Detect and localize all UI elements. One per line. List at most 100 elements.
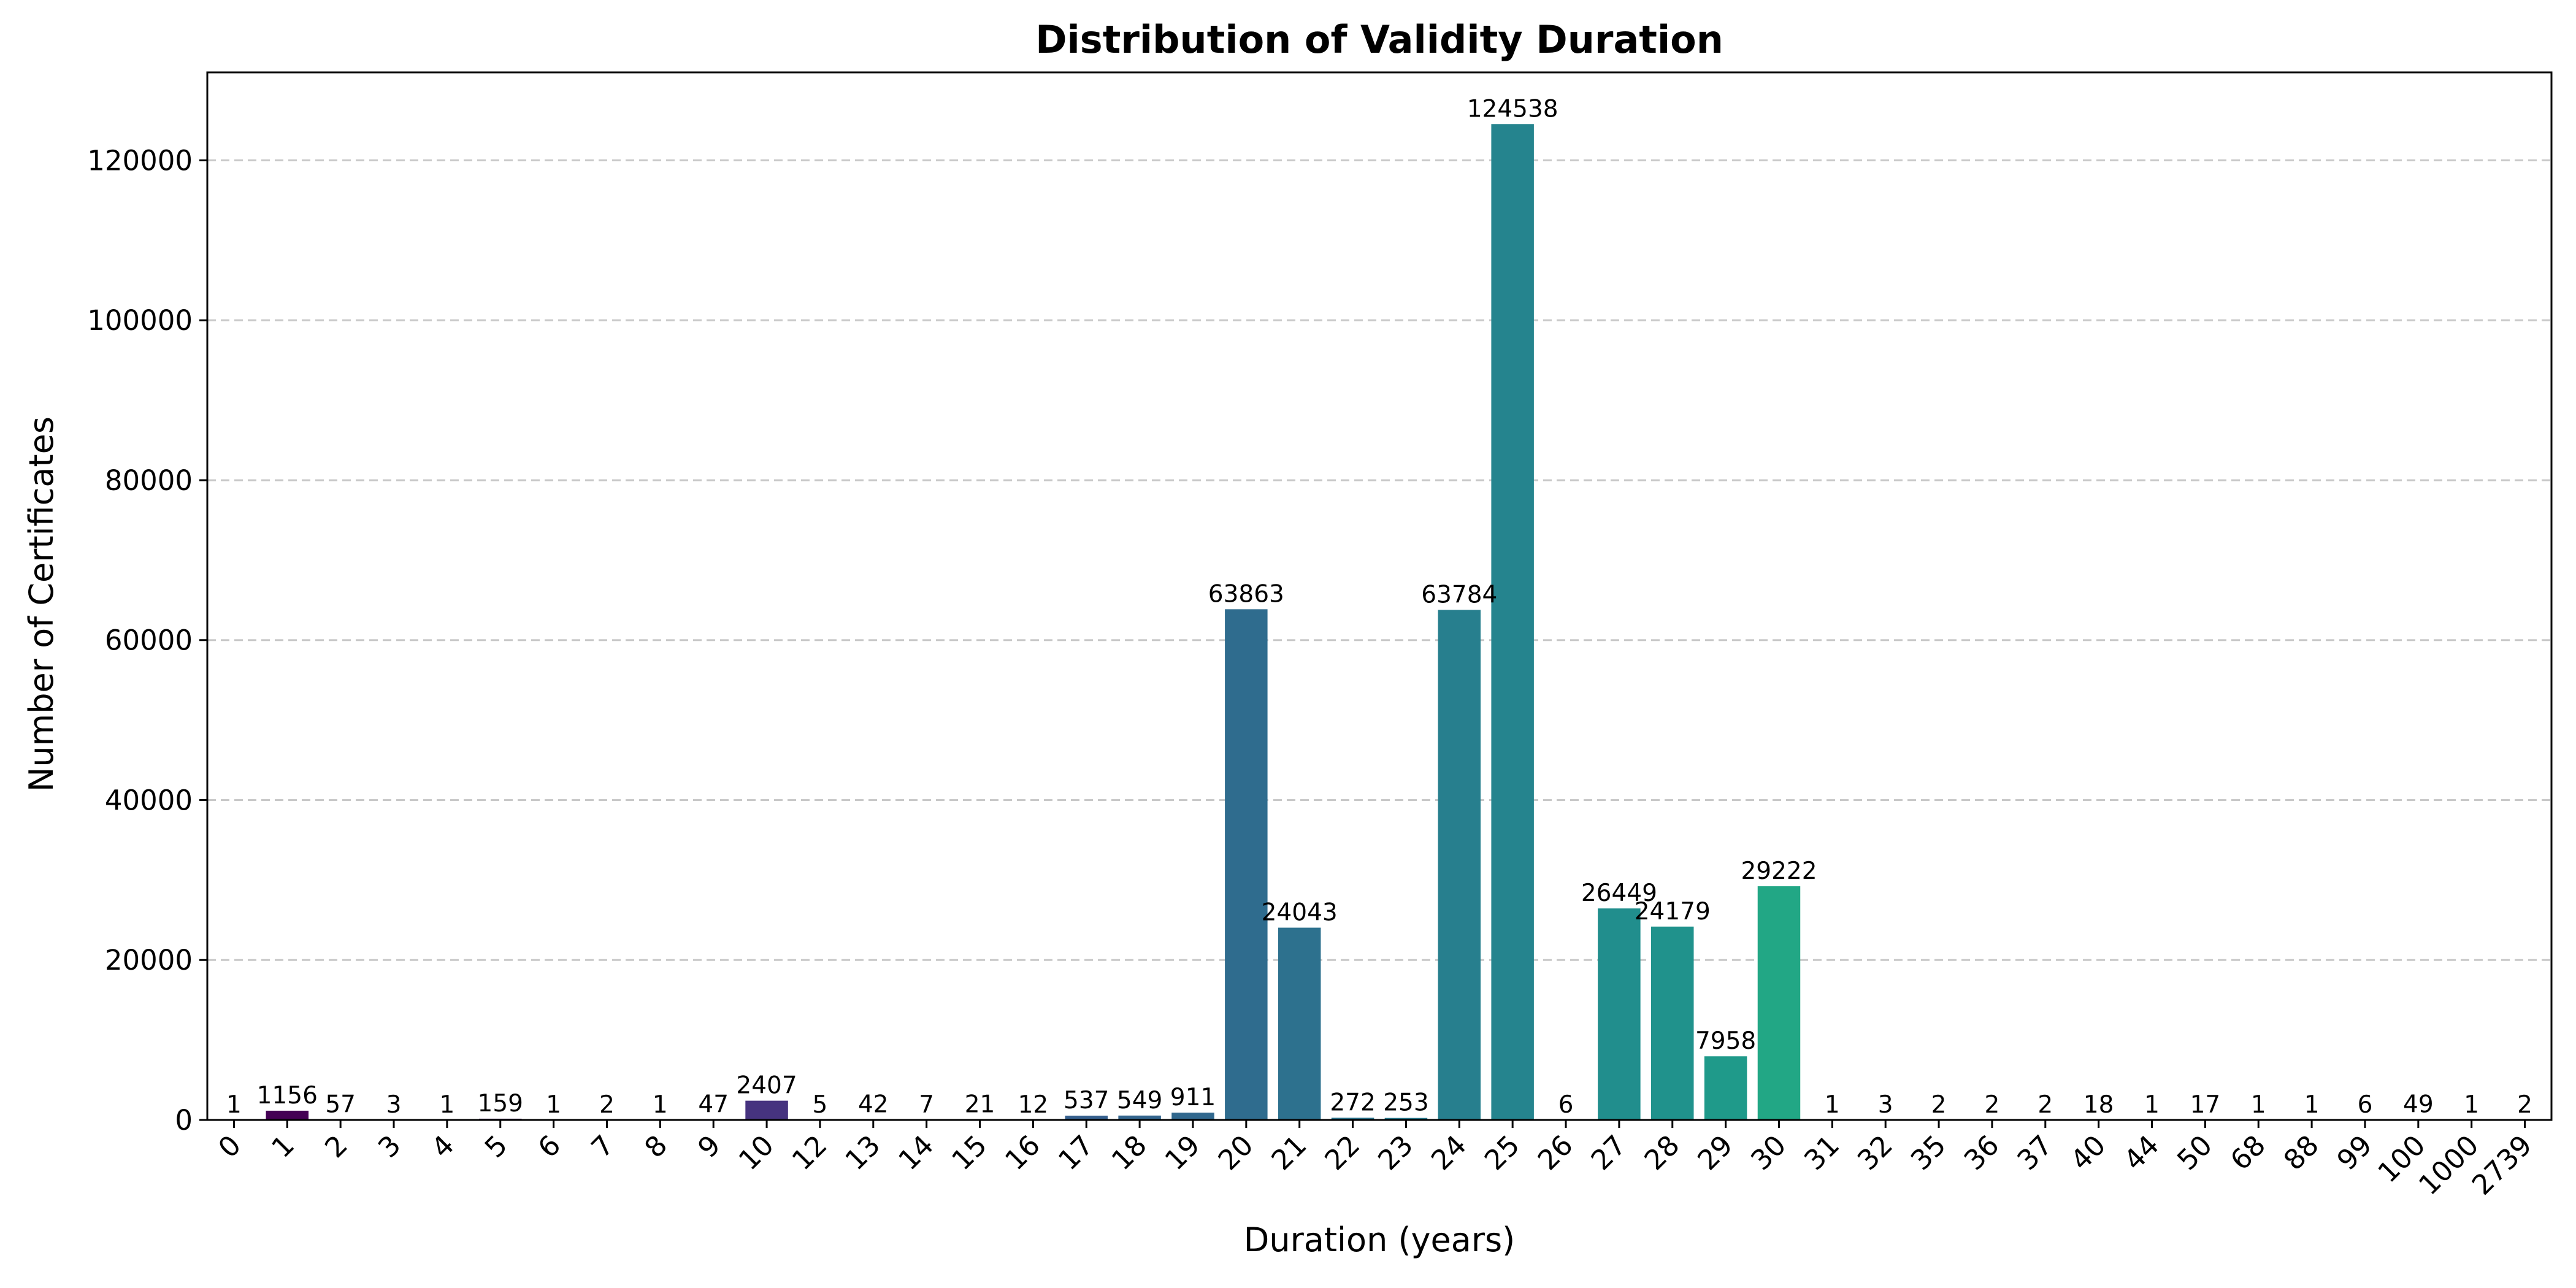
bar <box>1438 610 1481 1120</box>
data-label: 7958 <box>1695 1027 1756 1055</box>
data-label: 549 <box>1117 1087 1162 1114</box>
data-label: 1 <box>653 1091 668 1119</box>
data-label: 18 <box>2083 1091 2114 1119</box>
x-tick-label: 28 <box>1638 1129 1686 1176</box>
data-label: 159 <box>478 1090 523 1117</box>
y-gridlines <box>207 159 2551 961</box>
x-tick-label: 30 <box>1744 1129 1792 1176</box>
data-label: 1 <box>2304 1091 2320 1119</box>
y-axis-label: Number of Certificates <box>22 416 61 792</box>
x-tick-label: 21 <box>1265 1129 1313 1176</box>
x-tick-label: 2739 <box>2466 1129 2538 1201</box>
x-tick-label: 20 <box>1212 1129 1260 1176</box>
bar <box>1065 1115 1108 1120</box>
data-label: 1 <box>2251 1091 2266 1119</box>
x-tick-label: 22 <box>1318 1129 1366 1176</box>
x-tick-label: 25 <box>1478 1129 1526 1176</box>
data-label: 63784 <box>1421 581 1497 608</box>
x-tick-label: 16 <box>999 1129 1046 1176</box>
x-tick-label: 15 <box>945 1129 993 1176</box>
x-tick-label: 68 <box>2224 1129 2272 1176</box>
data-label: 24179 <box>1635 898 1711 926</box>
data-label: 1 <box>546 1091 561 1119</box>
data-label: 49 <box>2403 1091 2434 1118</box>
x-tick-label: 5 <box>478 1129 514 1164</box>
bar <box>1491 124 1534 1120</box>
bar <box>745 1100 788 1120</box>
bar <box>1651 926 1694 1120</box>
data-label: 1 <box>1825 1091 1840 1119</box>
x-tick-label: 12 <box>786 1129 834 1176</box>
data-label: 124538 <box>1467 95 1558 123</box>
bar <box>1225 609 1268 1120</box>
x-tick-label: 50 <box>2171 1129 2218 1176</box>
x-tick-label: 31 <box>1798 1129 1846 1176</box>
x-tick-label: 26 <box>1531 1129 1579 1176</box>
data-label: 2 <box>2037 1091 2053 1119</box>
x-tick-label: 18 <box>1105 1129 1153 1176</box>
data-label: 5 <box>813 1091 828 1119</box>
y-tick-label: 100000 <box>87 304 193 337</box>
x-tick-label: 6 <box>532 1129 567 1164</box>
x-tick-label: 23 <box>1371 1129 1419 1176</box>
x-tick-label: 14 <box>892 1129 940 1176</box>
data-label: 911 <box>1170 1084 1216 1111</box>
y-tick-label: 20000 <box>105 944 193 976</box>
data-label: 57 <box>325 1091 356 1118</box>
x-tick-label: 19 <box>1159 1129 1206 1176</box>
bar <box>266 1110 309 1120</box>
y-tick-label: 60000 <box>105 624 193 657</box>
data-label: 26449 <box>1581 880 1657 907</box>
x-tick-label: 1 <box>265 1129 301 1164</box>
data-label: 3 <box>1878 1091 1893 1119</box>
x-tick-label: 17 <box>1052 1129 1100 1176</box>
y-tick-label: 80000 <box>105 464 193 497</box>
data-label: 6 <box>2358 1091 2373 1119</box>
bar <box>1757 886 1801 1120</box>
x-tick-label: 24 <box>1425 1129 1473 1176</box>
bar <box>1171 1113 1214 1120</box>
x-tick-label: 35 <box>1904 1129 1952 1176</box>
x-axis-label: Duration (years) <box>1244 1221 1515 1259</box>
x-tick-label: 99 <box>2331 1129 2379 1176</box>
chart-title: Distribution of Validity Duration <box>1035 17 1723 62</box>
x-tick-label: 4 <box>425 1129 461 1164</box>
bar <box>1384 1117 1428 1120</box>
x-tick-label: 0 <box>212 1129 247 1164</box>
data-label: 47 <box>698 1091 729 1118</box>
bar <box>1331 1117 1374 1120</box>
x-tick-label: 40 <box>2064 1129 2112 1176</box>
data-label: 2 <box>1985 1091 2000 1119</box>
data-label: 2 <box>599 1091 615 1119</box>
x-tick-label: 1000 <box>2412 1129 2485 1201</box>
data-label: 253 <box>1383 1089 1428 1117</box>
x-tick-label: 3 <box>372 1129 407 1164</box>
bars <box>212 124 2547 1120</box>
y-tick-label: 120000 <box>87 144 193 177</box>
x-tick-label: 88 <box>2277 1129 2325 1176</box>
data-label: 63863 <box>1208 580 1284 608</box>
x-tick-label: 10 <box>732 1129 780 1176</box>
data-label: 17 <box>2190 1091 2221 1119</box>
data-label: 272 <box>1330 1089 1375 1116</box>
data-label: 1 <box>2464 1091 2479 1119</box>
x-tick-label: 9 <box>691 1129 727 1164</box>
data-label: 21 <box>965 1091 995 1119</box>
data-label: 1 <box>226 1091 242 1119</box>
x-tick-label: 8 <box>638 1129 673 1164</box>
data-label: 3 <box>386 1091 402 1119</box>
data-label: 2 <box>1931 1091 1947 1119</box>
x-tick-label: 32 <box>1851 1129 1899 1176</box>
data-label: 1156 <box>257 1082 318 1110</box>
x-tick-label: 13 <box>839 1129 887 1176</box>
y-axis: 0 20000 40000 60000 80000 100000 120000 <box>87 144 207 1137</box>
data-label: 537 <box>1064 1087 1109 1114</box>
x-axis: 0 1 2 3 4 5 6 7 8 9 10 12 13 14 15 16 17 18 19 20 21 22 23 24 25… <box>212 1120 2538 1202</box>
x-tick-label: 36 <box>1958 1129 2006 1176</box>
bar <box>1278 927 1321 1120</box>
data-label: 6 <box>1558 1091 1574 1119</box>
y-tick-label: 40000 <box>105 784 193 816</box>
y-tick-label: 0 <box>175 1104 193 1137</box>
